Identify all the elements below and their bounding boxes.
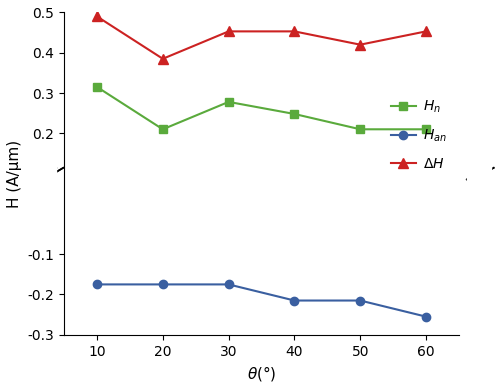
$\Delta H$ [226,29,232,34]
$H_{an}$ [423,314,429,319]
$\Delta H$ [423,29,429,34]
$H_n$ [94,85,100,89]
Legend: $H_n$, $H_{an}$, $\Delta H$: $H_n$, $H_{an}$, $\Delta H$ [385,94,452,176]
$\Delta H$ [94,14,100,19]
$H_{an}$ [160,282,166,287]
$\Delta H$ [292,29,298,34]
$H_{an}$ [94,282,100,287]
$\Delta H$ [357,43,363,47]
$H_n$ [160,127,166,132]
Bar [467,151,490,196]
Bar [32,151,56,196]
$H_n$ [423,127,429,132]
Line: $H_{an}$: $H_{an}$ [93,280,430,321]
$H_n$ [357,127,363,132]
X-axis label: $\theta$(°): $\theta$(°) [247,364,276,383]
$H_n$ [226,99,232,104]
$H_{an}$ [226,282,232,287]
Y-axis label: H (A/μm): H (A/μm) [7,140,22,207]
Line: $\Delta H$: $\Delta H$ [92,12,431,64]
$H_n$ [292,112,298,116]
$\Delta H$ [160,57,166,61]
Line: $H_n$: $H_n$ [93,83,430,133]
$H_{an}$ [357,298,363,303]
$H_{an}$ [292,298,298,303]
